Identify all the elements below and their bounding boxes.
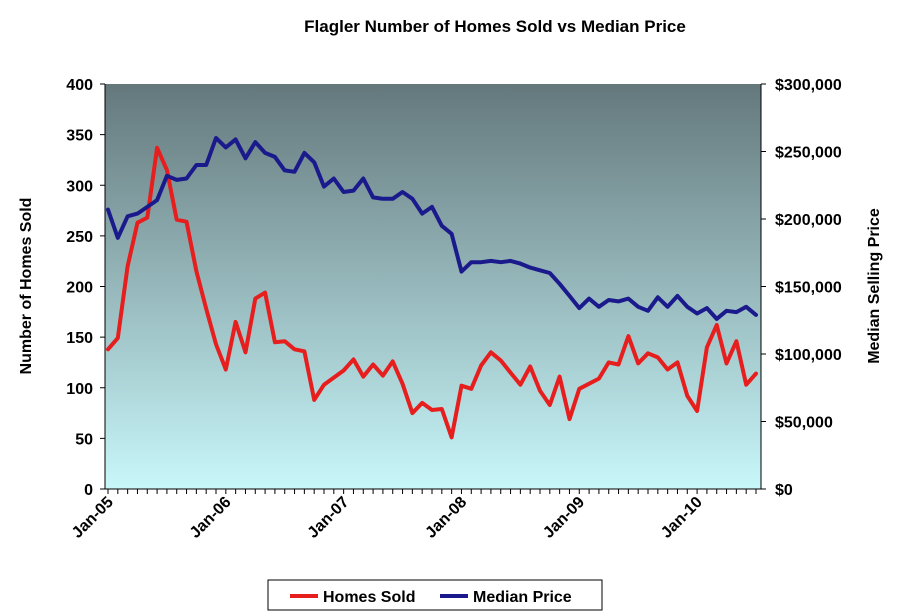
chart-title: Flagler Number of Homes Sold vs Median P…: [304, 17, 686, 36]
right-tick-label: $300,000: [775, 77, 842, 94]
plot-area: [105, 84, 761, 489]
right-axis-ticks: $0 $50,000 $100,000 $150,000 $200,000 $250,00…: [761, 77, 842, 499]
series-lines: [106, 136, 758, 440]
legend: Homes Sold Median Price: [267, 579, 603, 611]
x-tick-label: Jan-06: [187, 494, 235, 542]
x-tick-label: Jan-05: [69, 494, 117, 542]
left-tick-label: 200: [66, 280, 93, 297]
x-tick-label: Jan-08: [422, 494, 470, 542]
series-line-median-price: [106, 136, 758, 321]
left-tick-label: 0: [84, 482, 93, 499]
right-tick-label: $250,000: [775, 145, 842, 162]
left-tick-label: 150: [66, 330, 93, 347]
right-tick-label: $200,000: [775, 212, 842, 229]
series-line-homes-sold: [106, 145, 758, 440]
legend-label-homes-sold: Homes Sold: [323, 589, 415, 606]
left-tick-label: 350: [66, 128, 93, 145]
right-tick-label: $100,000: [775, 347, 842, 364]
left-axis-label: Number of Homes Sold: [18, 198, 35, 375]
right-tick-label: $150,000: [775, 280, 842, 297]
legend-label-median-price: Median Price: [473, 589, 572, 606]
x-tick-label: Jan-09: [540, 494, 588, 542]
x-tick-label: Jan-10: [658, 494, 706, 542]
left-tick-label: 250: [66, 229, 93, 246]
x-tick-label: Jan-07: [305, 494, 353, 542]
right-axis-label: Median Selling Price: [866, 208, 883, 364]
right-tick-label: $0: [775, 482, 793, 499]
left-tick-label: 400: [66, 77, 93, 94]
left-tick-label: 100: [66, 381, 93, 398]
left-axis-ticks: 0 50 100 150 200 250 300 350 400: [66, 77, 105, 499]
left-tick-label: 300: [66, 178, 93, 195]
legend-box: [267, 579, 603, 611]
right-tick-label: $50,000: [775, 415, 833, 432]
left-tick-label: 50: [75, 431, 93, 448]
x-axis-ticks: Jan-05 Jan-06 Jan-07 Jan-08 Jan-09 Jan-10: [69, 489, 757, 542]
